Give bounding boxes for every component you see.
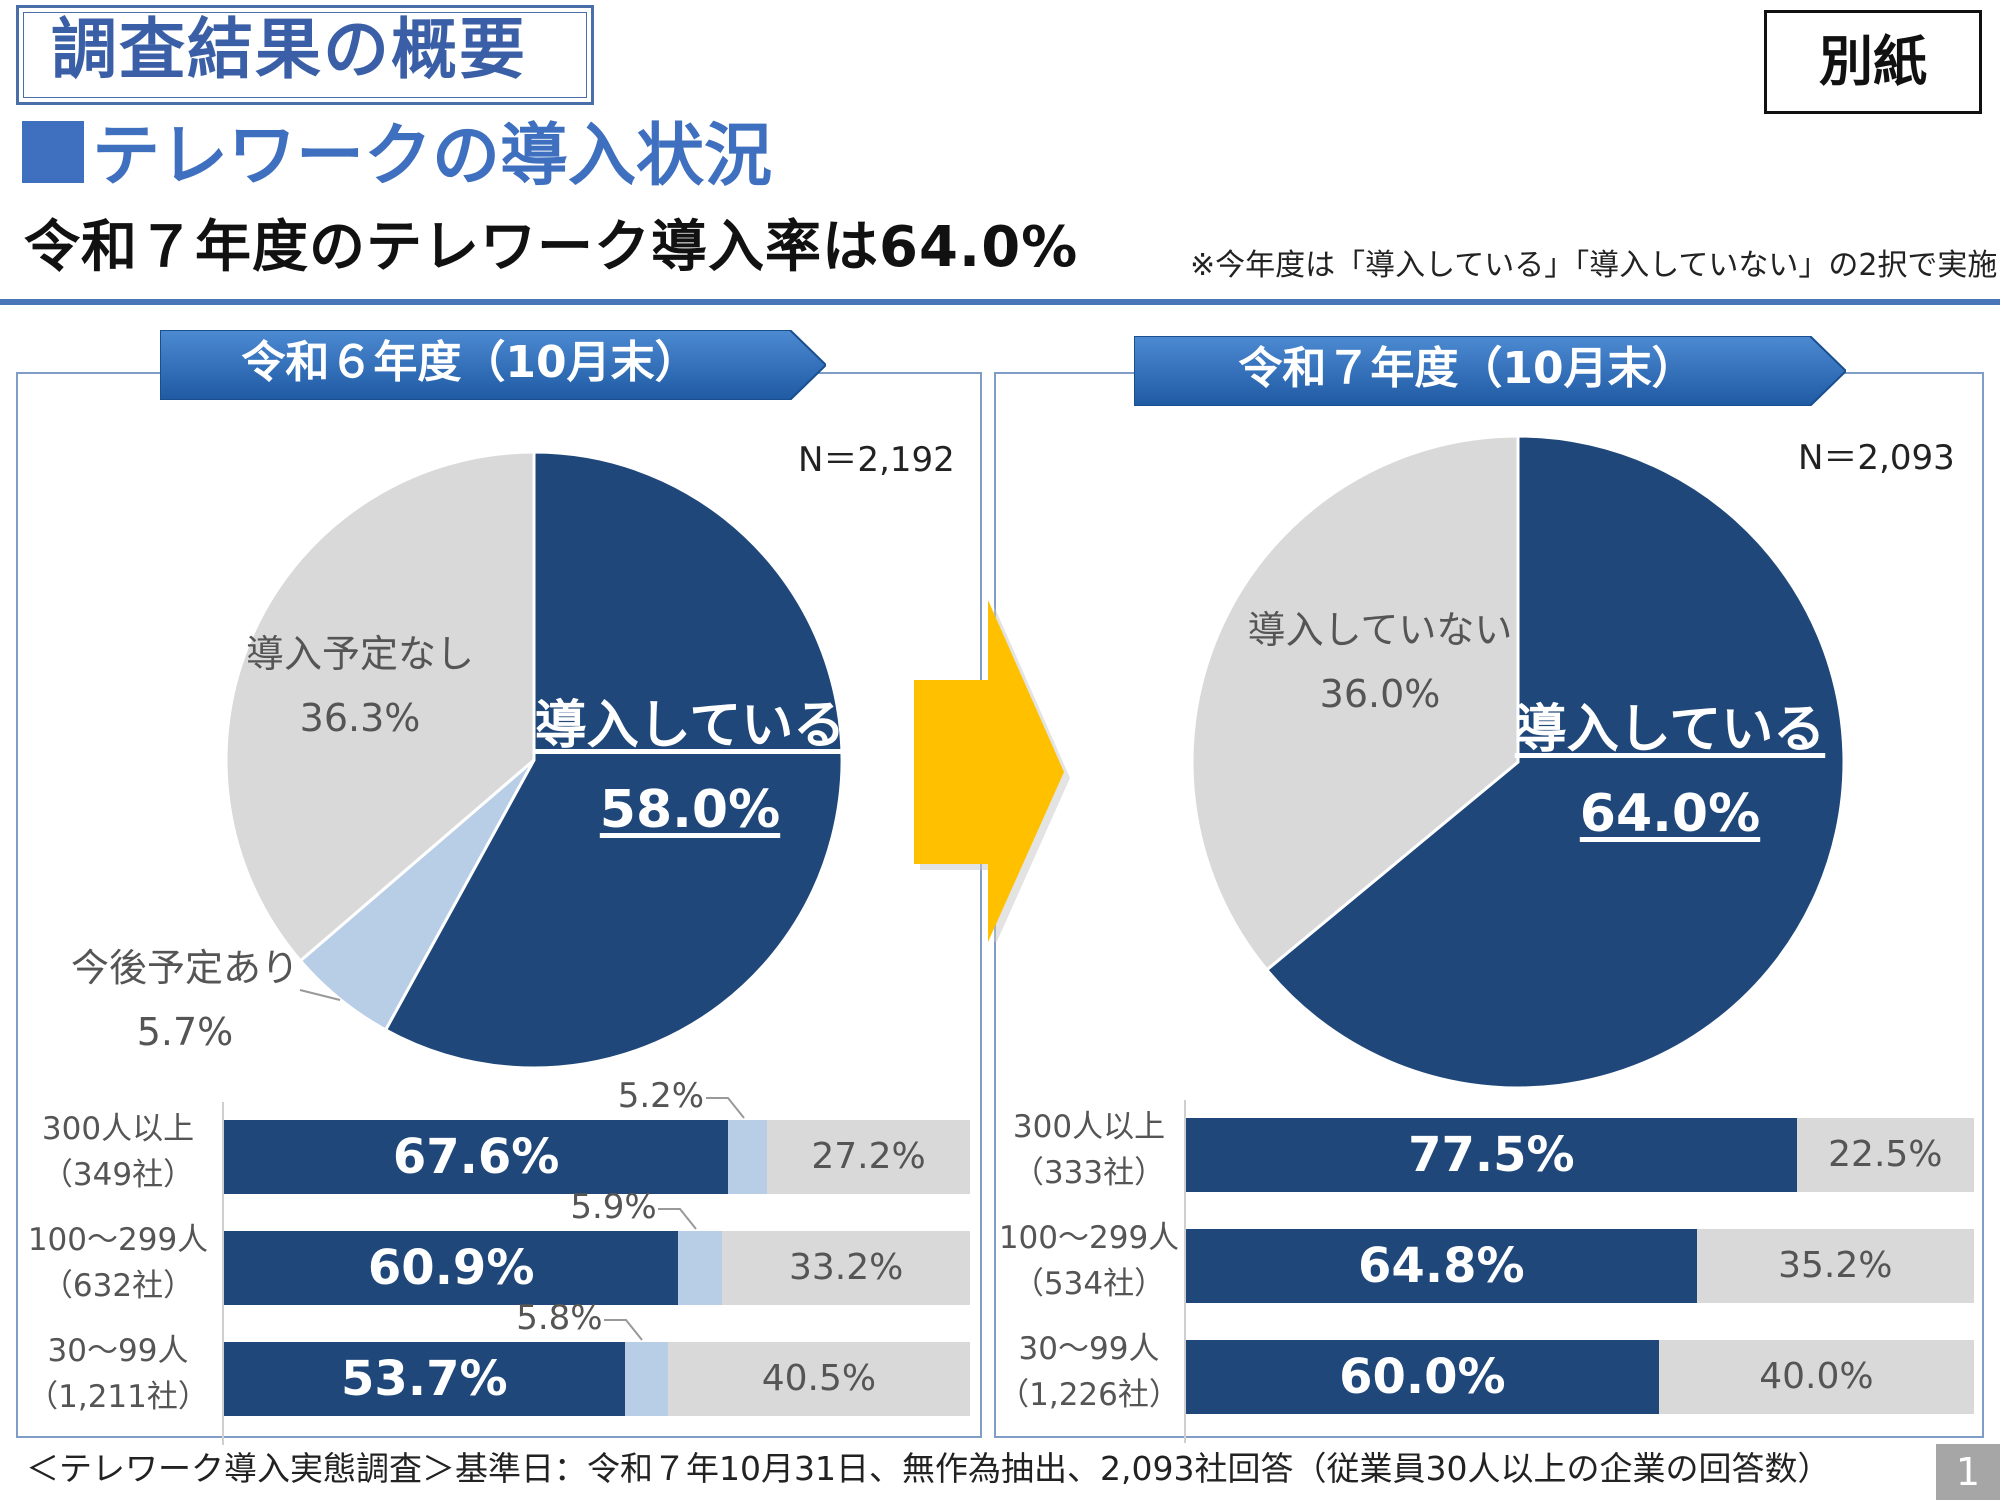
bar-segment xyxy=(667,1342,970,1416)
bar-category-size: 100～299人 xyxy=(27,1222,209,1258)
pie-fy6-slice-0 xyxy=(383,450,844,1070)
pie-fy7-slice-0 xyxy=(1264,434,1846,1090)
bar-value-planned: 5.2% xyxy=(617,1076,705,1116)
bar-category-count: （349社） xyxy=(41,1157,195,1193)
bar-segment xyxy=(224,1342,625,1416)
leader-line xyxy=(705,1097,745,1119)
sample-size-fy6: N＝2,192 xyxy=(798,440,955,480)
bar-category-size: 300人以上 xyxy=(41,1111,195,1147)
bar-category-size: 30～99人 xyxy=(1018,1331,1160,1367)
bar-segment xyxy=(1186,1118,1797,1192)
bar-value-yes: 77.5% xyxy=(1408,1127,1575,1183)
bar-value-yes: 60.0% xyxy=(1339,1349,1506,1405)
bar-category-count: （1,226社） xyxy=(998,1377,1180,1413)
pie-value-yes-fy6: 58.0% xyxy=(599,780,781,840)
bar-segment xyxy=(1696,1229,1974,1303)
bar-category-count: （1,211社） xyxy=(27,1379,209,1415)
section-heading: テレワークの導入状況 xyxy=(22,112,772,202)
arrow-right-icon xyxy=(914,600,1070,942)
pie-value-planned: 5.7% xyxy=(136,1010,234,1054)
bar-category-label: 300人以上 （333社） xyxy=(996,1104,1182,1196)
bar-row: 67.6% 27.2% xyxy=(224,1120,970,1194)
pie-label-planned: 今後予定あり xyxy=(70,946,299,990)
bar-row: 64.8% 35.2% xyxy=(1186,1229,1974,1303)
divider xyxy=(0,299,2000,305)
bar-category-count: （333社） xyxy=(1012,1155,1166,1191)
bar-value-no: 35.2% xyxy=(1778,1245,1893,1286)
section-heading-text: テレワークの導入状況 xyxy=(92,117,773,196)
ribbon-fy7: 令和７年度（10月末） xyxy=(1134,336,1846,406)
pie-value-no-fy7: 36.0% xyxy=(1319,672,1441,716)
page-title: 調査結果の概要 xyxy=(51,11,527,88)
bar-segment xyxy=(1796,1118,1974,1192)
bar-axis xyxy=(1184,1100,1186,1443)
pie-label-no-fy7: 導入していない xyxy=(1247,608,1513,652)
bar-segment xyxy=(224,1120,729,1194)
bar-axis xyxy=(222,1102,224,1445)
bar-value-no: 33.2% xyxy=(788,1247,904,1288)
pie-value-none: 36.3% xyxy=(299,696,421,740)
bar-segment xyxy=(1186,1229,1697,1303)
bar-row: 60.0% 40.0% xyxy=(1186,1340,1974,1414)
bar-category-label: 100～299人 （534社） xyxy=(996,1215,1182,1307)
bar-value-no: 40.5% xyxy=(761,1358,877,1399)
pie-fy6-slice-2 xyxy=(224,450,536,963)
bar-segment xyxy=(1658,1340,1974,1414)
bar-category-size: 100～299人 xyxy=(998,1220,1180,1256)
bar-value-yes: 64.8% xyxy=(1358,1238,1525,1294)
bar-segment xyxy=(728,1120,768,1194)
title-box xyxy=(16,5,594,105)
bar-segment xyxy=(767,1120,970,1194)
bar-category-size: 30～99人 xyxy=(47,1333,189,1369)
panel-title-fy7: 令和７年度（10月末） xyxy=(1238,343,1696,394)
pie-value-yes-fy7: 64.0% xyxy=(1579,784,1761,844)
square-bullet-icon xyxy=(22,121,84,183)
pie-label-yes-fy6: 導入している xyxy=(534,696,846,756)
headline: 令和７年度のテレワーク導入率は64.0% xyxy=(24,215,1079,280)
footer-source: ＜テレワーク導入実態調査＞基準日：令和７年10月31日、無作為抽出、2,093社… xyxy=(26,1449,1831,1488)
sample-size-fy7: N＝2,093 xyxy=(1798,438,1955,478)
ribbon-fy6: 令和６年度（10月末） xyxy=(160,330,826,400)
panel-title-fy6: 令和６年度（10月末） xyxy=(241,337,699,388)
bar-row: 77.5% 22.5% xyxy=(1186,1118,1974,1192)
bar-value-yes: 53.7% xyxy=(341,1351,508,1407)
page-number: 1 xyxy=(1936,1444,2000,1500)
attachment-badge: 別紙 xyxy=(1764,10,1982,114)
bar-value-no: 27.2% xyxy=(811,1136,926,1177)
bar-value-planned: 5.8% xyxy=(516,1298,603,1338)
bar-segment xyxy=(1186,1340,1659,1414)
bar-category-size: 300人以上 xyxy=(1012,1109,1166,1145)
bar-category-count: （632社） xyxy=(41,1268,195,1304)
bar-value-yes: 60.9% xyxy=(367,1240,535,1296)
bar-category-label: 300人以上 （349社） xyxy=(18,1106,218,1198)
bar-row: 53.7% 40.5% xyxy=(224,1342,970,1416)
bar-segment xyxy=(224,1231,679,1305)
bar-category-label: 30～99人 （1,226社） xyxy=(996,1326,1182,1418)
bar-category-label: 30～99人 （1,211社） xyxy=(18,1328,218,1420)
bar-category-count: （534社） xyxy=(1012,1266,1166,1302)
bar-value-no: 22.5% xyxy=(1828,1134,1943,1175)
bar-segment xyxy=(624,1342,668,1416)
survey-note: ※今年度は「導入している」「導入していない」の2択で実施 xyxy=(1190,248,1998,283)
leader-line xyxy=(658,1208,698,1230)
leader-line xyxy=(604,1319,644,1341)
pie-label-yes-fy7: 導入している xyxy=(1514,700,1826,760)
bar-row: 60.9% 33.2% xyxy=(224,1231,970,1305)
pie-label-none: 導入予定なし xyxy=(245,632,474,676)
bar-value-planned: 5.9% xyxy=(570,1187,657,1227)
bar-value-no: 40.0% xyxy=(1759,1356,1874,1397)
bar-category-label: 100～299人 （632社） xyxy=(18,1217,218,1309)
bar-segment xyxy=(678,1231,723,1305)
bar-segment xyxy=(722,1231,970,1305)
pie-fy7-slice-1 xyxy=(1190,434,1520,972)
bar-value-yes: 67.6% xyxy=(392,1129,560,1185)
